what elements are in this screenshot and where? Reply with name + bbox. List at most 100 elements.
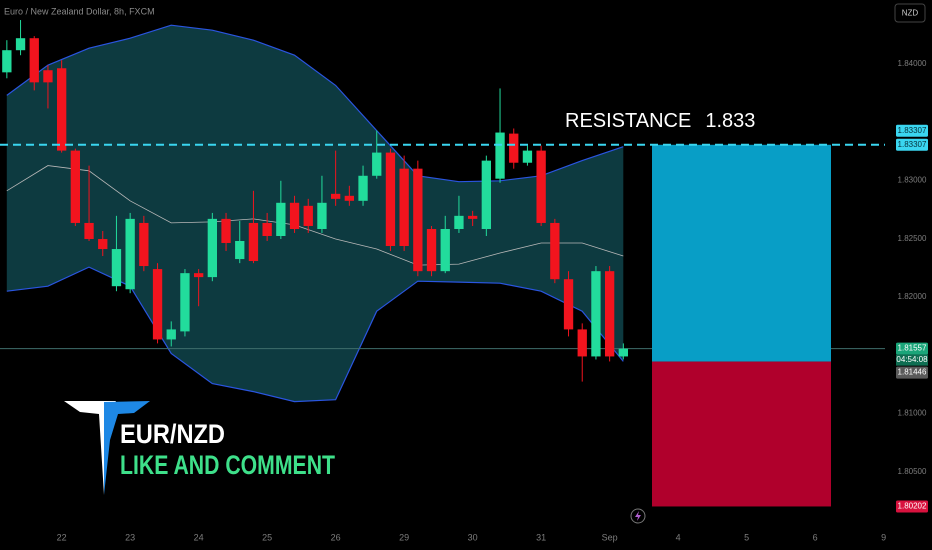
candle-body [563, 279, 574, 330]
candle-body [604, 271, 615, 357]
current-price-tag: 1.81557 [898, 344, 927, 353]
replay-icon[interactable] [635, 511, 641, 521]
candle-body [330, 193, 341, 199]
candle-body [193, 273, 204, 278]
y-tick-label: 1.83000 [898, 176, 927, 185]
x-tick-label: Sep [602, 532, 618, 542]
candle-body [454, 215, 464, 230]
current-price-tag-box [896, 342, 928, 355]
candle-body [440, 229, 450, 272]
y-tick-label: 1.84000 [898, 59, 927, 68]
countdown-box [896, 354, 928, 366]
currency-button[interactable]: NZD [894, 3, 926, 23]
x-tick-label: 6 [813, 532, 818, 542]
y-tick-label: 1.82500 [898, 234, 927, 243]
candle-body [536, 150, 546, 223]
resistance-label-value: 1.833 [705, 110, 755, 132]
y-tick-label: 1.82000 [898, 292, 927, 301]
resistance-price-tag-box [896, 124, 928, 137]
replay-button[interactable] [630, 508, 646, 524]
plot-area [0, 20, 885, 507]
candle-body [372, 152, 382, 176]
candle-body [166, 329, 176, 340]
resistance-label-text: RESISTANCE [565, 110, 691, 132]
candle-body [70, 150, 81, 223]
candle-body [15, 38, 26, 51]
candle-body [344, 195, 354, 201]
y-tick-label: 1.81000 [898, 409, 927, 418]
x-tick-label: 22 [57, 532, 67, 542]
countdown: 04:54:08 [896, 355, 928, 364]
candle-body [98, 239, 108, 250]
caption-text: LIKE AND COMMENT [120, 450, 335, 480]
candle-body [591, 271, 601, 357]
band-fill [6, 25, 624, 402]
candle-body [84, 222, 94, 240]
candle-body [139, 222, 149, 267]
candle-body [467, 215, 478, 219]
candle-body [618, 348, 628, 357]
band-lower [6, 266, 624, 403]
stop-price-tag-box [896, 500, 928, 513]
candle-body [426, 229, 437, 272]
candle-body [399, 168, 409, 247]
symbol-text: EUR/NZD [120, 419, 225, 449]
candle-body [43, 70, 53, 83]
target-price-tag: 1.83307 [898, 140, 927, 149]
x-tick-label: 25 [262, 532, 272, 542]
x-tick-label: 30 [468, 532, 478, 542]
stop-price-tag: 1.80202 [898, 502, 927, 511]
candle-body [152, 269, 163, 340]
chart-title: Euro / New Zealand Dollar, 8h, FXCM [4, 6, 155, 16]
x-tick-label: 24 [194, 532, 204, 542]
band-middle [6, 165, 624, 266]
logo-white [64, 401, 116, 495]
position-stop-zone [652, 361, 831, 507]
resistance-price-tag: 1.83307 [898, 126, 927, 135]
entry-price-tag-box [896, 366, 928, 379]
candle-body [2, 50, 12, 73]
replay-circle[interactable] [630, 508, 646, 524]
candle-body [413, 168, 423, 272]
x-tick-label: 9 [881, 532, 886, 542]
x-tick-label: 23 [125, 532, 135, 542]
y-tick-label: 1.80500 [898, 467, 927, 476]
candle-body [262, 222, 272, 236]
candle-body [111, 249, 122, 287]
candle-body [289, 202, 300, 230]
candle-body [180, 273, 190, 332]
candle-body [207, 218, 218, 278]
entry-price-tag: 1.81446 [898, 368, 927, 377]
x-tick-label: 29 [399, 532, 409, 542]
candle-body [577, 329, 587, 357]
candle-body [385, 152, 396, 247]
candle-body [509, 133, 519, 163]
candle-body [221, 218, 231, 243]
logo-blue [104, 401, 150, 495]
x-tick-label: 5 [744, 532, 749, 542]
candle-body [276, 202, 286, 236]
candle-body [495, 132, 505, 179]
candle-body [303, 205, 313, 226]
candle-body [248, 222, 259, 262]
candle-body [56, 68, 67, 151]
x-tick-label: 26 [331, 532, 341, 542]
candle-body [235, 241, 245, 260]
x-tick-label: 4 [676, 532, 681, 542]
currency-button-box[interactable] [894, 3, 926, 23]
position-target-zone [652, 144, 831, 362]
candle-body [125, 218, 135, 290]
x-tick-label: 31 [536, 532, 546, 542]
target-price-tag-box [896, 138, 928, 151]
resistance-label: RESISTANCE 1.833 [565, 110, 755, 132]
candle-body [522, 150, 533, 163]
candle-body [358, 175, 368, 201]
band-upper [6, 24, 624, 183]
candle-body [317, 202, 327, 230]
candle-body [29, 38, 39, 83]
candle-body [481, 160, 491, 230]
currency-label[interactable]: NZD [902, 9, 919, 18]
candle-body [550, 222, 560, 280]
logo [64, 401, 150, 495]
